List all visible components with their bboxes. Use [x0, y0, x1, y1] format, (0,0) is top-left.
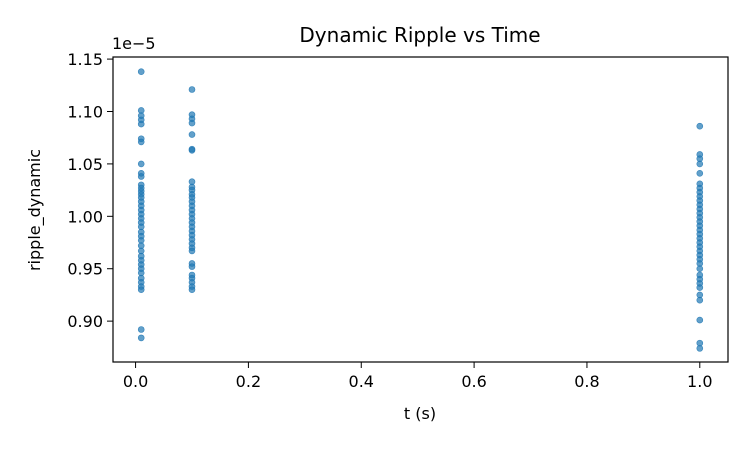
data-point — [137, 160, 145, 168]
y-tick-label: 0.95 — [67, 260, 103, 279]
y-tick-label: 1.05 — [67, 155, 103, 174]
data-point — [696, 160, 704, 168]
data-point — [188, 119, 196, 127]
y-axis-label: ripple_dynamic — [25, 149, 45, 271]
data-point — [696, 122, 704, 130]
data-point — [696, 316, 704, 324]
x-tick-label: 0.4 — [349, 372, 374, 391]
data-point — [137, 138, 145, 146]
data-point — [188, 146, 196, 154]
data-point — [696, 170, 704, 177]
data-point — [188, 286, 196, 293]
y-tick-label: 1.00 — [67, 207, 103, 226]
data-point — [188, 131, 196, 138]
data-point — [696, 296, 704, 304]
x-tick-label: 0.8 — [574, 372, 599, 391]
data-point — [188, 86, 196, 93]
x-tick-label: 0.2 — [236, 372, 261, 391]
data-point — [696, 345, 704, 352]
axis-ticks: 0.0 0.2 0.4 0.6 0.8 1.0 0.90 0.95 1.00 1.05 1.10 1.… — [67, 50, 712, 391]
data-point — [137, 173, 145, 180]
data-point — [137, 286, 145, 293]
plot-frame — [112, 56, 729, 363]
x-tick-label: 0.6 — [461, 372, 486, 391]
y-tick-label: 0.90 — [67, 312, 103, 331]
data-point — [137, 326, 145, 333]
chart-title: Dynamic Ripple vs Time — [299, 23, 540, 47]
data-point — [137, 120, 145, 128]
data-point — [188, 263, 196, 270]
y-tick-label: 1.10 — [67, 103, 103, 122]
data-points — [137, 68, 704, 352]
x-tick-label: 1.0 — [687, 372, 712, 391]
x-axis-label: t (s) — [404, 404, 436, 423]
x-tick-label: 0.0 — [123, 372, 148, 391]
data-point — [188, 247, 196, 255]
data-point — [137, 334, 145, 342]
data-point — [696, 284, 704, 291]
data-point — [696, 265, 704, 273]
data-point — [137, 68, 145, 75]
y-tick-label: 1.15 — [67, 50, 103, 69]
y-offset-label: 1e−5 — [112, 34, 156, 53]
